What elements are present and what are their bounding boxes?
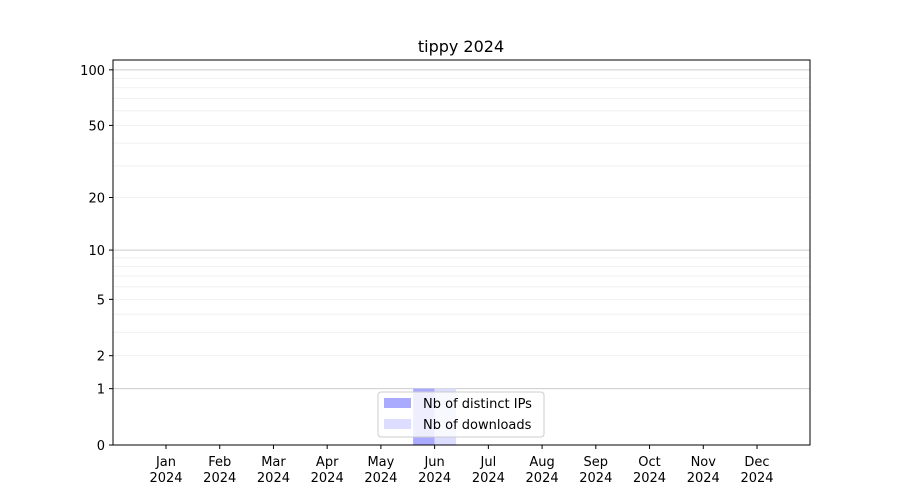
y-tick-label: 20 (88, 192, 105, 207)
x-tick-label: 2024 (687, 471, 720, 486)
y-tick-label: 50 (88, 119, 105, 134)
x-tick-label: Sep (584, 455, 609, 470)
x-tick-label: 2024 (203, 471, 236, 486)
x-tick-label: Nov (691, 455, 717, 470)
x-tick-label: 2024 (526, 471, 559, 486)
legend: Nb of distinct IPs Nb of downloads (377, 391, 545, 438)
x-tick-label: 2024 (633, 471, 666, 486)
x-tick-label: 2024 (579, 471, 612, 486)
y-tick-label: 100 (80, 64, 105, 79)
chart-title: tippy 2024 (418, 37, 504, 56)
x-tick-label: 2024 (364, 471, 397, 486)
y-axis: 0 1 2 5 10 20 50 100 (80, 64, 113, 454)
x-tick-label: 2024 (472, 471, 505, 486)
x-tick-label: Apr (316, 455, 339, 470)
y-tick-label: 10 (88, 244, 105, 259)
y-tick-label: 0 (97, 439, 105, 454)
y-tick-label: 5 (97, 293, 105, 308)
x-tick-label: 2024 (740, 471, 773, 486)
x-tick-label: Oct (638, 455, 660, 470)
x-tick-label: 2024 (149, 471, 182, 486)
x-tick-label: Aug (529, 455, 554, 470)
plot-frame (112, 59, 811, 446)
x-tick-label: Mar (261, 455, 286, 470)
legend-box (377, 391, 545, 438)
x-tick-label: 2024 (418, 471, 451, 486)
x-tick-label: May (367, 455, 394, 470)
x-tick-label: Jan (155, 455, 176, 470)
x-tick-label: Jul (480, 455, 497, 470)
x-tick-label: Jun (423, 455, 444, 470)
legend-swatch (384, 398, 411, 408)
y-tick-label: 2 (97, 350, 105, 365)
y-tick-label: 1 (97, 383, 105, 398)
x-tick-label: 2024 (311, 471, 344, 486)
grid (113, 69, 810, 390)
x-tick-label: Feb (208, 455, 231, 470)
x-tick-label: Dec (744, 455, 769, 470)
legend-label: Nb of downloads (423, 418, 532, 433)
x-axis: Jan2024Feb2024Mar2024Apr2024May2024Jun20… (149, 445, 774, 486)
legend-label: Nb of distinct IPs (423, 397, 532, 412)
legend-swatch (384, 419, 411, 429)
x-tick-label: 2024 (257, 471, 290, 486)
